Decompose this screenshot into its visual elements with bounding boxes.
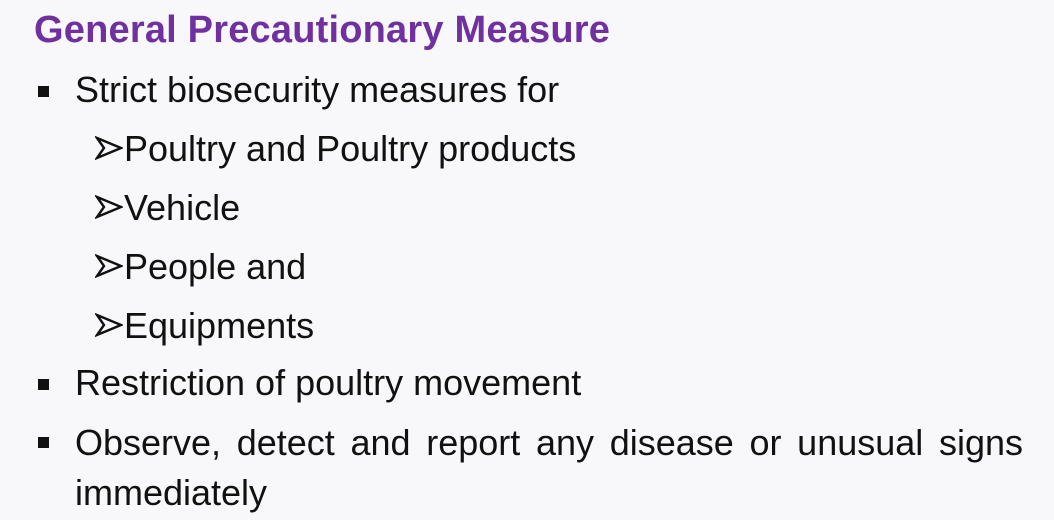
bullet-text: Observe, detect and report any disease o…: [75, 422, 1023, 513]
square-bullet-icon: [38, 379, 49, 390]
arrowhead-bullet-icon: [95, 254, 123, 278]
sub-bullet-text: Poultry and Poultry products: [124, 128, 577, 169]
sub-bullet-text: Vehicle: [124, 187, 241, 228]
arrowhead-bullet-icon: [95, 136, 123, 160]
arrowhead-bullet-icon: [95, 195, 123, 219]
square-bullet-icon: [38, 86, 49, 97]
sub-bullet-text: Equipments: [124, 305, 315, 346]
slide-title: General Precautionary Measure: [34, 9, 611, 51]
sub-bullet-text: People and: [124, 246, 307, 287]
square-bullet-icon: [38, 437, 49, 448]
bullet-text: Restriction of poultry movement: [75, 362, 582, 403]
arrowhead-bullet-icon: [95, 313, 123, 337]
bullet-text: Strict biosecurity measures for: [75, 69, 560, 110]
